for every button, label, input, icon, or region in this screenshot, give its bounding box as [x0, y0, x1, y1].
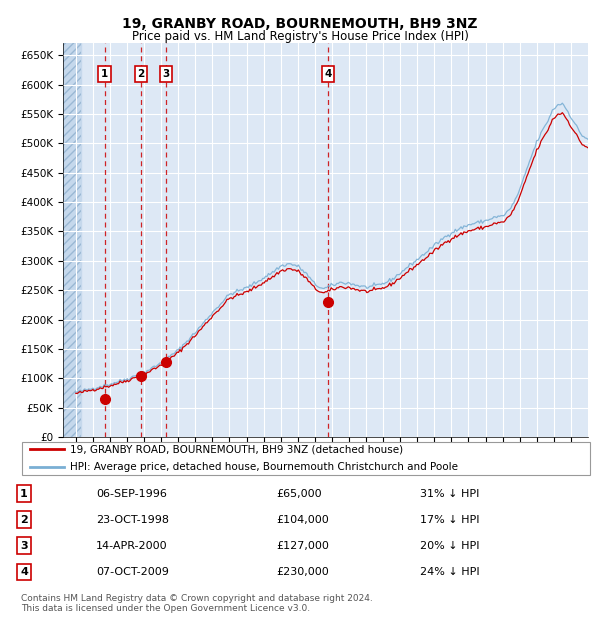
FancyBboxPatch shape [22, 441, 590, 475]
Text: 4: 4 [324, 69, 332, 79]
Text: £127,000: £127,000 [276, 541, 329, 551]
Text: £65,000: £65,000 [276, 489, 322, 498]
Text: 17% ↓ HPI: 17% ↓ HPI [420, 515, 479, 525]
Text: £104,000: £104,000 [276, 515, 329, 525]
Text: 24% ↓ HPI: 24% ↓ HPI [420, 567, 479, 577]
Text: 3: 3 [20, 541, 28, 551]
Bar [63, 43, 81, 437]
Text: 20% ↓ HPI: 20% ↓ HPI [420, 541, 479, 551]
Text: 07-OCT-2009: 07-OCT-2009 [96, 567, 169, 577]
Text: 3: 3 [163, 69, 170, 79]
Text: 1: 1 [20, 489, 28, 498]
Text: 19, GRANBY ROAD, BOURNEMOUTH, BH9 3NZ (detached house): 19, GRANBY ROAD, BOURNEMOUTH, BH9 3NZ (d… [70, 444, 403, 454]
Text: Contains HM Land Registry data © Crown copyright and database right 2024.
This d: Contains HM Land Registry data © Crown c… [21, 594, 373, 613]
Text: 31% ↓ HPI: 31% ↓ HPI [420, 489, 479, 498]
Text: 23-OCT-1998: 23-OCT-1998 [96, 515, 169, 525]
Text: 2: 2 [137, 69, 145, 79]
Text: 4: 4 [20, 567, 28, 577]
Text: 1: 1 [101, 69, 108, 79]
Text: 06-SEP-1996: 06-SEP-1996 [96, 489, 167, 498]
Text: Price paid vs. HM Land Registry's House Price Index (HPI): Price paid vs. HM Land Registry's House … [131, 30, 469, 43]
Text: 19, GRANBY ROAD, BOURNEMOUTH, BH9 3NZ: 19, GRANBY ROAD, BOURNEMOUTH, BH9 3NZ [122, 17, 478, 32]
Text: HPI: Average price, detached house, Bournemouth Christchurch and Poole: HPI: Average price, detached house, Bour… [70, 462, 458, 472]
Bar [63, 43, 81, 437]
Text: 14-APR-2000: 14-APR-2000 [96, 541, 167, 551]
Text: 2: 2 [20, 515, 28, 525]
Text: £230,000: £230,000 [276, 567, 329, 577]
